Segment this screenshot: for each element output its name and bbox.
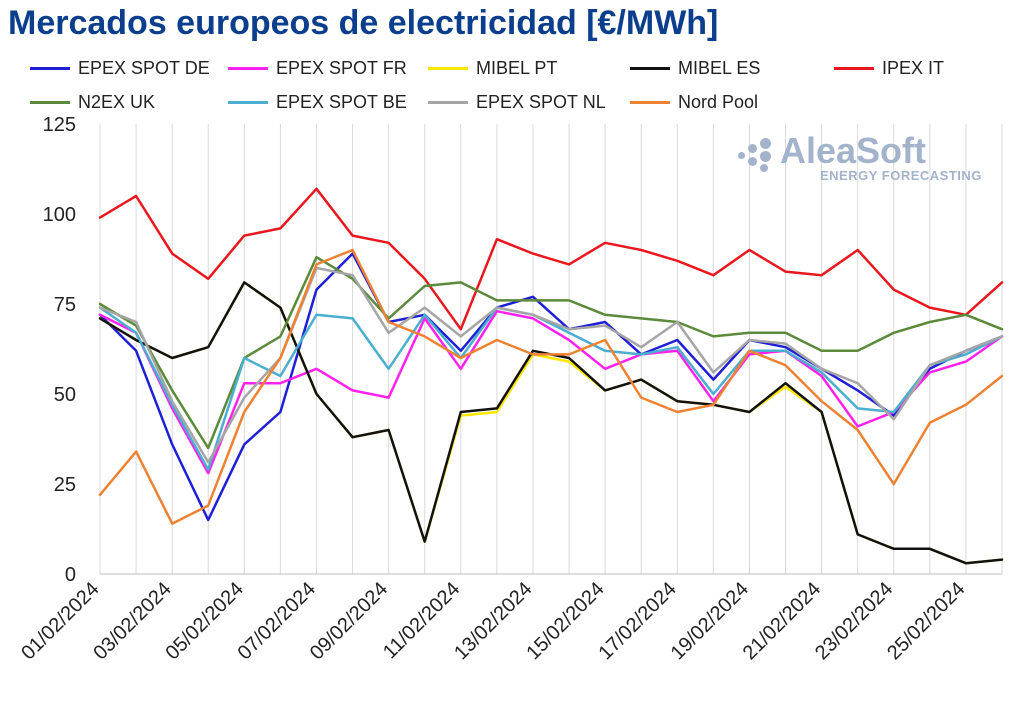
- logo-tagline: ENERGY FORECASTING: [820, 168, 982, 183]
- legend-swatch: [30, 100, 70, 104]
- legend-swatch: [228, 100, 268, 104]
- series-line-epex-spot-fr: [98, 309, 1004, 475]
- legend-swatch: [630, 100, 670, 104]
- legend-item: MIBEL PT: [428, 58, 557, 78]
- y-tick-label-50: 50: [54, 384, 76, 406]
- legend-item: EPEX SPOT BE: [228, 92, 407, 112]
- legend-label: MIBEL PT: [476, 57, 558, 78]
- legend-swatch: [30, 66, 70, 70]
- y-tick-label-75: 75: [54, 294, 76, 316]
- y-tick-label-100: 100: [43, 204, 76, 226]
- x-tick-label-25-02-2024: 25/02/2024: [883, 578, 969, 664]
- y-tick-label-0: 0: [65, 564, 76, 586]
- series-lines: [98, 187, 1004, 565]
- legend-label: EPEX SPOT DE: [78, 57, 210, 78]
- legend-item: EPEX SPOT NL: [428, 92, 606, 112]
- legend-swatch: [428, 66, 468, 70]
- aleasoft-logo: AleaSoft ENERGY FORECASTING: [738, 130, 988, 183]
- legend-swatch: [834, 66, 874, 70]
- legend-label: N2EX UK: [78, 91, 156, 112]
- vertical-gridlines: [99, 124, 1003, 574]
- series-line-nord-pool: [98, 248, 1004, 525]
- legend-item: EPEX SPOT FR: [228, 58, 407, 78]
- y-tick-label-25: 25: [54, 474, 76, 496]
- series-line-epex-spot-be: [98, 306, 1004, 471]
- legend-label: Nord Pool: [678, 91, 759, 112]
- logo-dots-icon: [738, 138, 776, 172]
- logo-name: AleaSoft: [780, 130, 927, 171]
- series-line-epex-spot-de: [98, 252, 1004, 522]
- series-line-ipex-it: [98, 187, 1004, 331]
- legend-label: EPEX SPOT BE: [276, 91, 407, 112]
- chart-title: Mercados europeos de electricidad [€/MWh…: [8, 4, 719, 42]
- legend-item: IPEX IT: [834, 58, 944, 78]
- legend-swatch: [228, 66, 268, 70]
- legend-label: EPEX SPOT FR: [276, 57, 407, 78]
- legend-item: N2EX UK: [30, 92, 155, 112]
- series-line-epex-spot-nl: [98, 266, 1004, 464]
- y-tick-label-125: 125: [43, 114, 76, 136]
- legend-item: Nord Pool: [630, 92, 758, 112]
- legend-item: MIBEL ES: [630, 58, 760, 78]
- legend-label: MIBEL ES: [678, 57, 761, 78]
- y-axis-tick-labels: 0 25 50 75 100 125: [43, 114, 76, 586]
- legend-swatch: [428, 100, 468, 104]
- series-line-n2ex-uk: [98, 255, 1004, 450]
- legend-label: EPEX SPOT NL: [476, 91, 606, 112]
- x-axis-tick-labels: 01/02/202403/02/202405/02/202407/02/2024…: [17, 578, 969, 664]
- legend-swatch: [630, 66, 670, 70]
- x-tick-label-09-02-2024: 09/02/2024: [306, 578, 392, 664]
- legend-item: EPEX SPOT DE: [30, 58, 210, 78]
- legend-label: IPEX IT: [882, 57, 945, 78]
